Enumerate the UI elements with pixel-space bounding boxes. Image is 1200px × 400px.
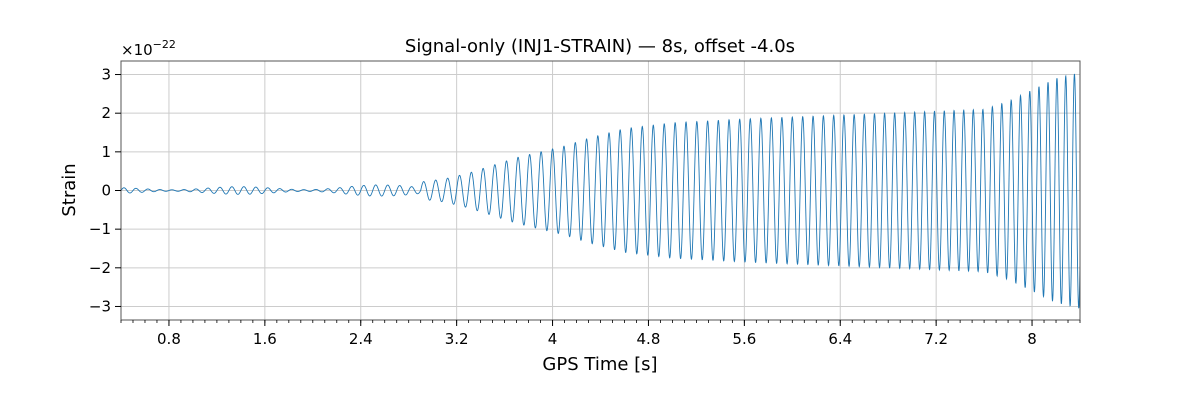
y-multiplier-base: ×10 (121, 41, 153, 59)
x-tick-label: 7.2 (924, 330, 948, 348)
y-axis-label: Strain (59, 163, 80, 216)
x-tick-label: 6.4 (828, 330, 852, 348)
y-tick-label: −3 (89, 297, 111, 315)
y-multiplier: ×10−22 (121, 38, 176, 59)
y-multiplier-exponent: −22 (153, 38, 176, 51)
x-tick-label: 2.4 (349, 330, 373, 348)
y-tick-label: 2 (101, 104, 111, 122)
x-tick-label: 4.8 (637, 330, 661, 348)
x-tick-label: 8 (1027, 330, 1037, 348)
y-tick-label: −2 (89, 259, 111, 277)
y-axis: −3 −2 −1 0 1 2 3 (89, 66, 121, 315)
x-axis: 0.8 1.6 2.4 3.2 4 4.8 5.6 6.4 7.2 8 (120, 320, 1081, 348)
signal-line (120, 73, 1081, 309)
y-tick-label: 0 (101, 182, 111, 200)
x-tick-label: 4 (548, 330, 558, 348)
y-tick-label: 1 (101, 143, 111, 161)
y-tick-label: −1 (89, 220, 111, 238)
y-tick-label: 3 (101, 66, 111, 84)
x-tick-label: 0.8 (157, 330, 181, 348)
plot-area (120, 73, 1081, 309)
chart-title: Signal-only (INJ1-STRAIN) — 8s, offset -… (405, 36, 795, 57)
x-tick-label: 1.6 (253, 330, 277, 348)
x-axis-label: GPS Time [s] (542, 354, 657, 375)
x-tick-label: 5.6 (732, 330, 756, 348)
x-tick-label: 3.2 (445, 330, 469, 348)
